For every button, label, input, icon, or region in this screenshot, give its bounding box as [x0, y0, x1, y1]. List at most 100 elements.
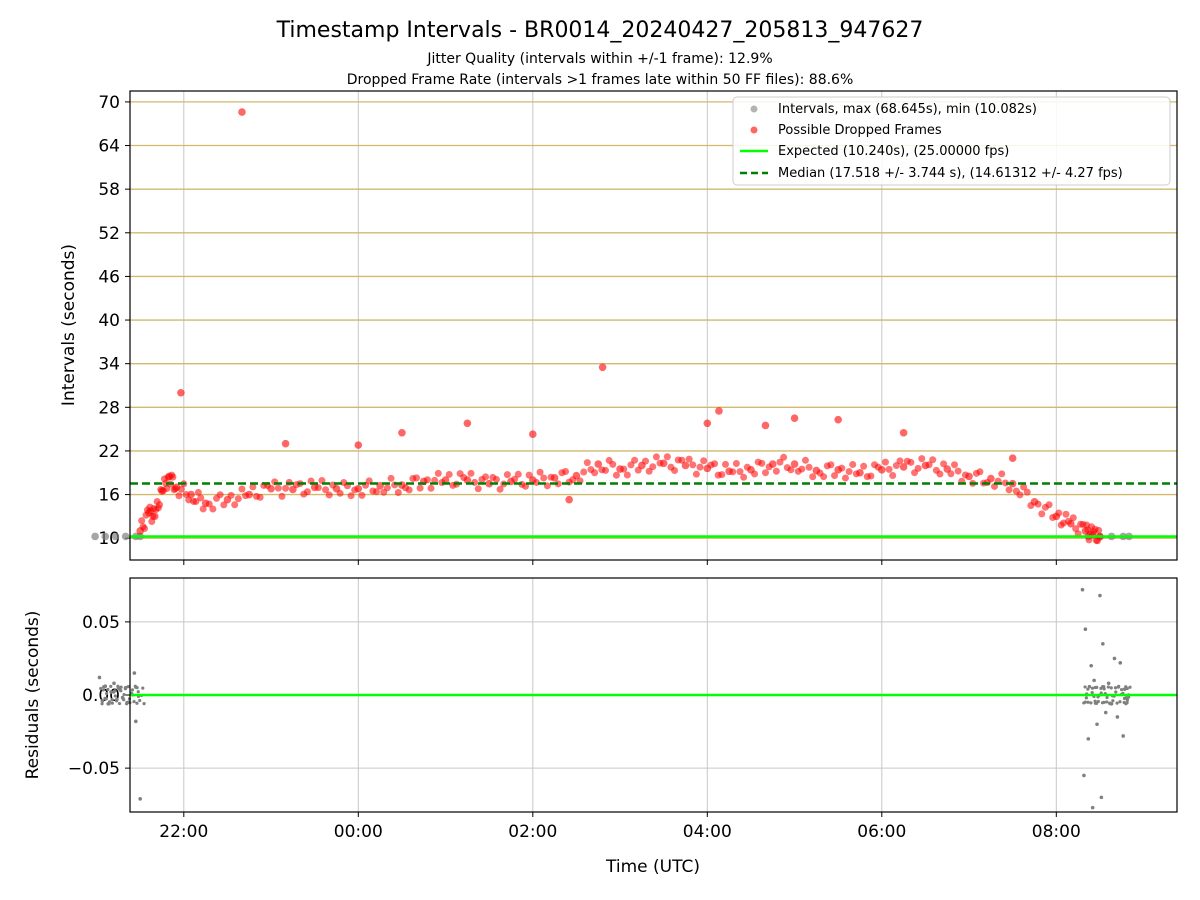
- residual-point: [107, 700, 112, 704]
- dropped-frame-point: [878, 466, 886, 474]
- dropped-frame-point: [412, 474, 420, 482]
- residual-point: [1099, 795, 1104, 800]
- dropped-frame-point: [620, 465, 628, 473]
- residual-point: [97, 675, 102, 680]
- legend-entry-median: Median (17.518 +/- 3.744 s), (14.61312 +…: [778, 166, 1123, 181]
- dropped-frame-point: [256, 493, 264, 501]
- dropped-frame-point: [565, 495, 573, 504]
- dropped-frame-point: [245, 490, 254, 499]
- dropped-frame-point: [1069, 514, 1077, 522]
- dropped-frame-point: [467, 469, 475, 477]
- residual-point: [1095, 722, 1099, 727]
- dropped-frame-point: [1008, 454, 1017, 463]
- dropped-frame-point: [681, 461, 690, 470]
- dropped-frame-point: [929, 456, 937, 464]
- dropped-frame-point: [659, 459, 668, 468]
- dropped-frame-point: [220, 501, 228, 509]
- chart-subtitle-dropped: Dropped Frame Rate (intervals >1 frames …: [347, 72, 854, 88]
- dropped-frame-point: [780, 453, 788, 461]
- dropped-frame-point: [416, 484, 424, 492]
- x-axis-label: Time (UTC): [605, 857, 700, 877]
- residual-point: [1119, 688, 1124, 692]
- residual-point: [1090, 691, 1094, 695]
- residual-point: [1092, 678, 1096, 683]
- dropped-frame-point: [776, 458, 784, 466]
- interval-point: [91, 532, 99, 541]
- dropped-frame-point: [354, 441, 363, 449]
- top-y-tick-label: 58: [98, 180, 120, 200]
- dropped-frame-point: [663, 453, 671, 461]
- residual-point: [100, 699, 105, 703]
- dropped-frame-point: [801, 456, 809, 464]
- dropped-frame-point: [372, 488, 380, 496]
- residual-point: [1109, 701, 1114, 706]
- dropped-frame-point: [238, 485, 246, 493]
- dropped-frame-point: [322, 486, 330, 494]
- dropped-frame-point: [1067, 519, 1075, 528]
- residual-point: [101, 688, 105, 692]
- dropped-frame-point: [482, 473, 490, 481]
- dropped-frame-point: [649, 463, 657, 471]
- residual-point: [112, 681, 116, 686]
- dropped-frame-point: [838, 464, 846, 472]
- residual-point: [1115, 715, 1120, 719]
- dropped-frame-point: [761, 469, 769, 477]
- dropped-frame-point: [156, 501, 164, 509]
- residual-point: [113, 694, 117, 698]
- dropped-frame-point: [177, 388, 185, 397]
- dropped-frame-point: [768, 460, 777, 468]
- dropped-frame-point: [787, 466, 795, 474]
- residual-point: [132, 671, 137, 675]
- dropped-frame-point: [354, 484, 363, 493]
- dropped-frame-point: [703, 419, 712, 428]
- dropped-frame-point: [827, 461, 835, 469]
- dropped-frame-point: [881, 458, 889, 466]
- residual-point: [1109, 686, 1113, 690]
- top-y-tick-label: 34: [98, 355, 120, 375]
- top-y-tick-label: 16: [98, 486, 120, 506]
- dropped-frame-point: [394, 488, 402, 496]
- residual-point: [141, 686, 145, 690]
- dropped-frame-point: [809, 473, 817, 481]
- residual-point: [103, 684, 108, 689]
- dropped-frame-point: [940, 460, 948, 468]
- dropped-frame-point: [918, 455, 926, 463]
- dropped-frame-point: [598, 363, 607, 372]
- dropped-frame-point: [514, 470, 522, 478]
- residual-point: [1124, 702, 1128, 706]
- dropped-frame-point: [692, 470, 700, 478]
- dropped-frame-point: [856, 468, 864, 477]
- dropped-frame-point: [899, 463, 908, 471]
- dropped-frame-point: [529, 430, 537, 439]
- residual-point: [134, 719, 138, 724]
- dropped-frame-point: [249, 483, 257, 491]
- dropped-frame-point: [441, 476, 450, 484]
- residual-point: [1112, 656, 1117, 661]
- dropped-frame-point: [954, 467, 962, 475]
- residual-point: [104, 691, 109, 696]
- residual-point: [122, 692, 126, 697]
- chart-subtitle-jitter: Jitter Quality (intervals within +/-1 fr…: [426, 51, 772, 67]
- dropped-frame-point: [445, 470, 453, 478]
- dropped-frame-point: [492, 475, 500, 483]
- dropped-frame-point: [696, 463, 704, 471]
- dropped-frame-point: [623, 471, 631, 479]
- bottom-y-tick-label: −0.05: [68, 759, 120, 779]
- residual-point: [1102, 700, 1106, 704]
- dropped-frame-point: [281, 439, 290, 448]
- dropped-frame-point: [849, 461, 857, 469]
- x-tick-label: 08:00: [1032, 822, 1081, 842]
- bottom-ylabel: Residuals (seconds): [23, 611, 43, 780]
- dropped-frame-point: [583, 459, 591, 467]
- dropped-frame-point: [216, 491, 224, 499]
- top-y-tick-label: 70: [98, 93, 120, 113]
- dropped-frame-point: [715, 407, 723, 415]
- residual-point: [126, 684, 130, 689]
- legend-entry-dropped: Possible Dropped Frames: [778, 123, 942, 138]
- residual-point: [132, 699, 136, 704]
- legend-box: [732, 96, 1171, 186]
- residual-point: [1118, 661, 1123, 665]
- dropped-frame-point: [732, 460, 740, 468]
- dropped-frame-point: [896, 457, 904, 465]
- dropped-frame-point: [700, 457, 708, 465]
